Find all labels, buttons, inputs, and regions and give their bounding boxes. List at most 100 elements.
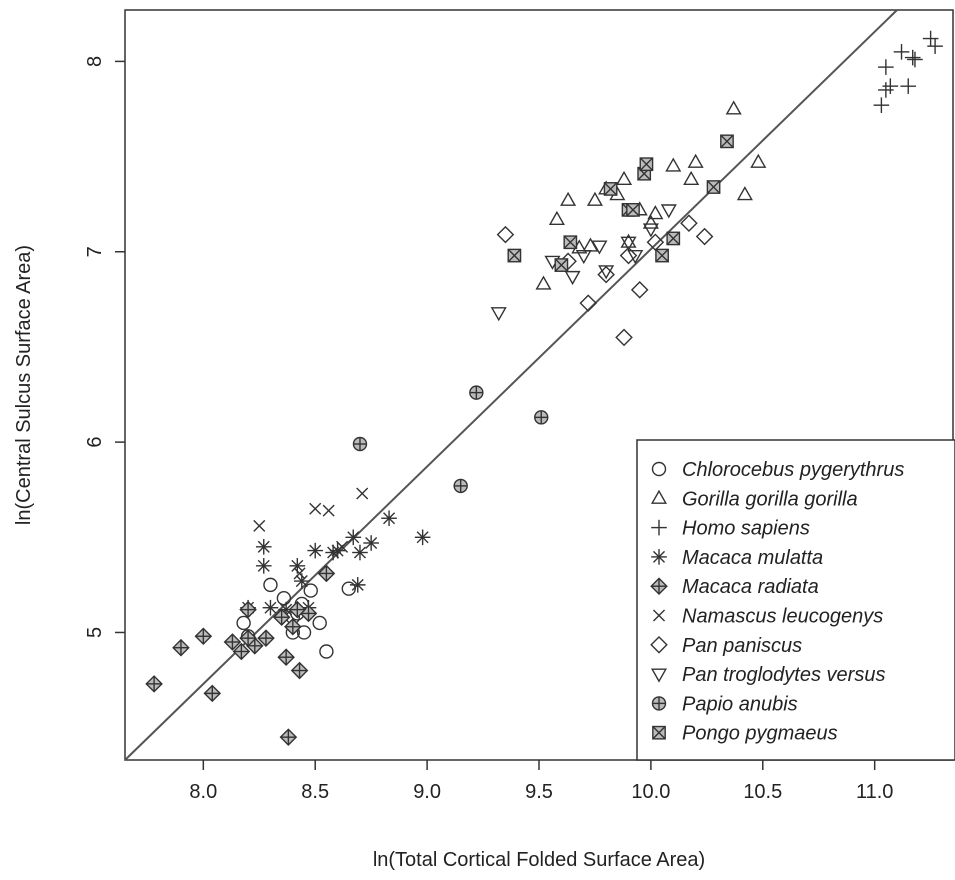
data-point [507, 248, 522, 263]
data-point [319, 644, 334, 659]
legend-label: Chlorocebus pygerythrus [682, 459, 904, 481]
y-tick-label: 7 [84, 246, 106, 257]
data-point [750, 153, 767, 168]
data-point [615, 328, 633, 347]
x-tick-label: 11.0 [856, 781, 893, 803]
data-point [203, 684, 222, 703]
data-point [575, 249, 592, 265]
data-point [303, 583, 318, 598]
legend-marker [651, 461, 667, 477]
y-tick-label: 6 [84, 437, 106, 448]
data-point [490, 307, 507, 322]
data-point [257, 629, 275, 647]
data-point [263, 577, 278, 593]
data-point [336, 540, 349, 553]
data-point [284, 617, 302, 636]
data-point [232, 642, 251, 661]
data-point [598, 265, 615, 280]
data-point [586, 191, 603, 206]
y-tick-label: 8 [84, 56, 106, 67]
legend-marker [650, 577, 668, 595]
data-point [496, 225, 515, 244]
data-point [646, 233, 665, 252]
data-point [145, 675, 163, 693]
data-point [893, 44, 910, 60]
legend-marker [650, 636, 668, 654]
legend-label: Pan paniscus [682, 635, 802, 657]
y-tick-label: 5 [84, 627, 106, 638]
data-point [307, 542, 324, 559]
data-point [563, 235, 578, 250]
data-point [873, 97, 890, 113]
data-point [255, 539, 272, 555]
legend-marker [651, 696, 667, 711]
data-point [554, 258, 569, 272]
data-point [548, 210, 565, 225]
data-point [639, 157, 654, 172]
data-point [239, 600, 257, 619]
legend-label: Namascus leucogenys [682, 606, 883, 628]
data-point [680, 214, 698, 232]
data-point [272, 608, 291, 627]
data-point [904, 49, 921, 66]
data-point [290, 661, 309, 680]
data-point [349, 577, 366, 593]
data-point [352, 544, 368, 561]
data-point [381, 510, 397, 527]
data-point [255, 558, 272, 574]
data-point [597, 265, 615, 284]
legend-marker [652, 725, 666, 740]
data-point [453, 478, 468, 494]
x-tick-label: 9.0 [413, 781, 441, 803]
data-point [695, 227, 714, 246]
data-point [276, 590, 292, 606]
legend-label: Macaca radiata [682, 576, 819, 598]
data-point [223, 633, 242, 651]
data-point [296, 625, 312, 640]
data-point [603, 182, 618, 196]
data-point [317, 564, 336, 583]
data-point [736, 186, 753, 201]
data-point [619, 246, 638, 265]
legend-label: Homo sapiens [682, 518, 810, 540]
data-point [534, 410, 549, 425]
data-point [352, 436, 368, 452]
data-point [312, 615, 327, 631]
data-point [341, 581, 356, 596]
data-point [309, 502, 322, 515]
legend-label: Pongo pygmaeus [682, 723, 838, 745]
data-point [665, 157, 682, 172]
legend: Chlorocebus pygerythrus Gorilla gorilla g… [636, 439, 955, 761]
x-tick-label: 8.0 [189, 781, 217, 803]
data-point [236, 615, 251, 631]
data-point [655, 248, 669, 263]
legend-marker [650, 489, 668, 504]
data-point [356, 487, 369, 500]
data-point [687, 153, 704, 168]
data-point [620, 236, 637, 251]
data-point [535, 275, 552, 290]
data-point [262, 599, 279, 616]
axes: 8.0 8.5 9.0 9.5 10.0 10.5 11.0 5 6 7 8 ln(Total Cor… [13, 9, 954, 871]
data-points [145, 30, 943, 746]
data-point [469, 385, 484, 400]
data-point [927, 38, 943, 54]
data-point [642, 223, 659, 238]
data-point [882, 78, 899, 94]
data-point [907, 51, 923, 68]
data-point [666, 231, 681, 246]
data-point [289, 558, 306, 574]
data-point [616, 170, 633, 185]
legend-marker [651, 519, 667, 536]
data-point [660, 204, 677, 219]
legend-label: Pan troglodytes versus [682, 664, 885, 686]
legend-label: Gorilla gorilla gorilla [682, 488, 858, 510]
data-point [564, 270, 581, 286]
data-point [363, 535, 379, 551]
data-point [277, 648, 295, 666]
data-point [922, 30, 939, 47]
data-point [345, 529, 362, 546]
data-point [647, 205, 664, 220]
x-tick-label: 9.5 [525, 781, 553, 803]
